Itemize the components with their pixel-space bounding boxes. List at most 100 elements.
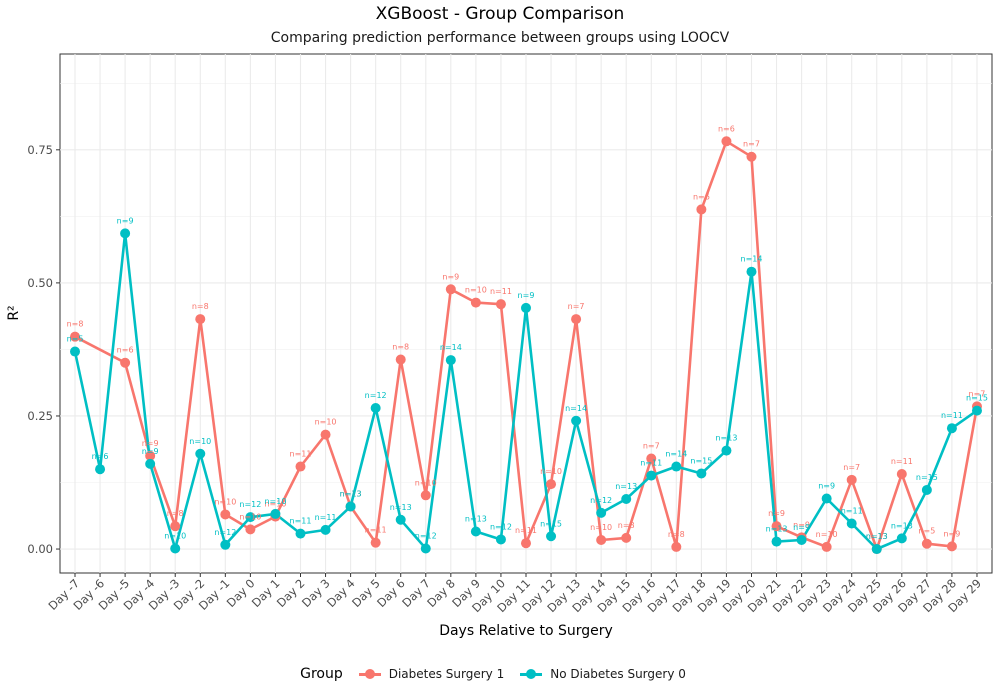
legend-label-no-diabetes: No Diabetes Surgery 0 [550, 667, 686, 681]
point-label: n=9 [793, 523, 810, 532]
data-point [445, 284, 456, 295]
point-label: n=8 [167, 509, 184, 518]
data-point [771, 521, 782, 532]
data-point [821, 541, 832, 552]
point-label: n=8 [67, 320, 84, 329]
data-point [671, 461, 682, 472]
point-label: n=10 [540, 467, 562, 476]
point-label: n=10 [816, 530, 838, 539]
legend-title: Group [300, 666, 343, 682]
point-label: n=10 [239, 512, 261, 521]
point-label: n=11 [315, 513, 337, 522]
data-point [170, 543, 181, 554]
point-label: n=6 [693, 192, 710, 201]
data-point [345, 501, 356, 512]
data-point [95, 464, 106, 475]
data-point [470, 297, 481, 308]
legend-key-no-diabetes [518, 666, 544, 682]
data-point [571, 415, 582, 426]
point-label: n=7 [969, 389, 986, 398]
data-point [696, 204, 707, 215]
point-label: n=10 [264, 500, 286, 509]
data-point [746, 151, 757, 162]
point-label: n=11 [290, 450, 312, 459]
point-label: n=9 [793, 520, 810, 529]
point-label: n=10 [315, 418, 337, 427]
data-point [921, 484, 932, 495]
point-label: n=6 [718, 124, 735, 133]
data-point [320, 524, 331, 535]
point-label: n=7 [843, 463, 860, 472]
point-label: n=14 [665, 450, 687, 459]
y-tick-label: 0.25 [27, 409, 53, 423]
y-tick-label: 0.00 [27, 542, 53, 556]
point-label: n=6 [92, 452, 109, 461]
point-label: n=13 [866, 532, 888, 541]
point-label: n=7 [643, 442, 660, 451]
data-point [896, 533, 907, 544]
y-tick-label: 0.50 [27, 276, 53, 290]
series-layer [70, 136, 982, 555]
point-label: n=14 [440, 343, 462, 352]
point-label: n=12 [490, 522, 512, 531]
data-point [420, 543, 431, 554]
point-label: n=9 [943, 529, 960, 538]
point-label: n=7 [743, 140, 760, 149]
data-point [621, 532, 632, 543]
point-label: n=7 [568, 302, 585, 311]
data-point [295, 528, 306, 539]
data-point [145, 450, 156, 461]
y-axis-title: R² [6, 305, 22, 320]
data-point [395, 354, 406, 365]
data-point [470, 526, 481, 537]
point-label: n=6 [117, 346, 134, 355]
data-point [120, 357, 131, 368]
point-label: n=12 [415, 532, 437, 541]
point-label: n=10 [264, 497, 286, 506]
data-point [70, 331, 80, 342]
data-point [621, 494, 632, 505]
data-point [921, 538, 932, 549]
data-point [195, 448, 206, 459]
data-point [495, 299, 506, 310]
data-point [946, 423, 957, 434]
point-label: n=8 [668, 530, 685, 539]
data-point [596, 507, 607, 518]
point-label: n=8 [618, 521, 635, 530]
data-point [495, 534, 506, 545]
point-label: n=5 [67, 335, 84, 344]
data-point [245, 512, 256, 523]
point-label: n=12 [590, 496, 612, 505]
data-point [445, 355, 456, 366]
point-labels-layer: n=8n=6n=9n=8n=8n=10n=10n=10n=11n=10n=13n… [67, 124, 988, 541]
point-label: n=5 [918, 527, 935, 536]
data-point [746, 266, 757, 277]
data-point [370, 402, 381, 413]
point-label: n=13 [390, 503, 412, 512]
point-label: n=13 [891, 521, 913, 530]
data-point [646, 470, 657, 481]
point-label: n=11 [515, 526, 537, 535]
data-point [220, 539, 231, 550]
data-point [320, 429, 331, 440]
data-point [571, 314, 582, 325]
data-point [546, 531, 557, 542]
data-point [971, 405, 982, 416]
data-point [546, 479, 557, 490]
data-point [520, 302, 531, 313]
point-label: n=13 [866, 532, 888, 541]
data-point [671, 541, 682, 552]
data-point [946, 541, 957, 552]
point-label: n=15 [690, 456, 712, 465]
data-point [846, 518, 857, 529]
data-point [370, 537, 381, 548]
data-point [520, 538, 531, 549]
point-label: n=9 [768, 509, 785, 518]
legend-label-diabetes: Diabetes Surgery 1 [388, 667, 505, 681]
point-label: n=15 [966, 394, 988, 403]
point-label: n=9 [518, 291, 535, 300]
point-label: n=9 [818, 481, 835, 490]
data-point [70, 346, 80, 357]
data-point [145, 458, 156, 469]
